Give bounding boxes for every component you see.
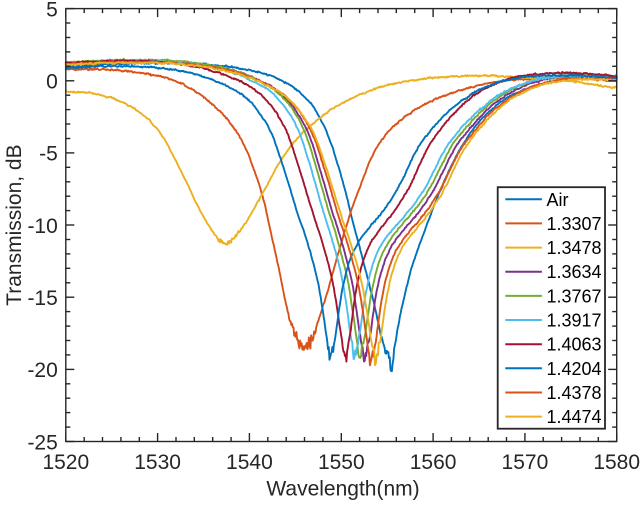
svg-text:Air: Air: [547, 190, 569, 210]
svg-text:1520: 1520: [42, 451, 89, 474]
svg-text:0: 0: [46, 71, 58, 94]
svg-text:1560: 1560: [410, 451, 457, 474]
svg-text:-25: -25: [27, 431, 57, 454]
svg-text:1.3307: 1.3307: [547, 214, 602, 234]
svg-text:1.4063: 1.4063: [547, 335, 602, 355]
svg-text:1.3478: 1.3478: [547, 238, 602, 258]
svg-text:1.3917: 1.3917: [547, 311, 602, 331]
svg-text:1580: 1580: [593, 451, 640, 474]
svg-text:5: 5: [46, 0, 58, 21]
svg-text:1.3767: 1.3767: [547, 286, 602, 306]
svg-text:1.4474: 1.4474: [547, 407, 602, 427]
svg-text:-5: -5: [39, 143, 58, 166]
svg-text:1.3634: 1.3634: [547, 262, 602, 282]
svg-text:1.4204: 1.4204: [547, 359, 602, 379]
svg-text:-10: -10: [27, 215, 57, 238]
svg-text:1540: 1540: [226, 451, 273, 474]
svg-text:1570: 1570: [502, 451, 549, 474]
svg-text:1.4378: 1.4378: [547, 383, 602, 403]
svg-text:1550: 1550: [318, 451, 365, 474]
svg-text:Transmission, dB: Transmission, dB: [3, 144, 26, 305]
svg-text:1530: 1530: [134, 451, 181, 474]
svg-text:Wavelength(nm): Wavelength(nm): [266, 478, 419, 501]
svg-text:-20: -20: [27, 359, 57, 382]
svg-text:-15: -15: [27, 287, 57, 310]
